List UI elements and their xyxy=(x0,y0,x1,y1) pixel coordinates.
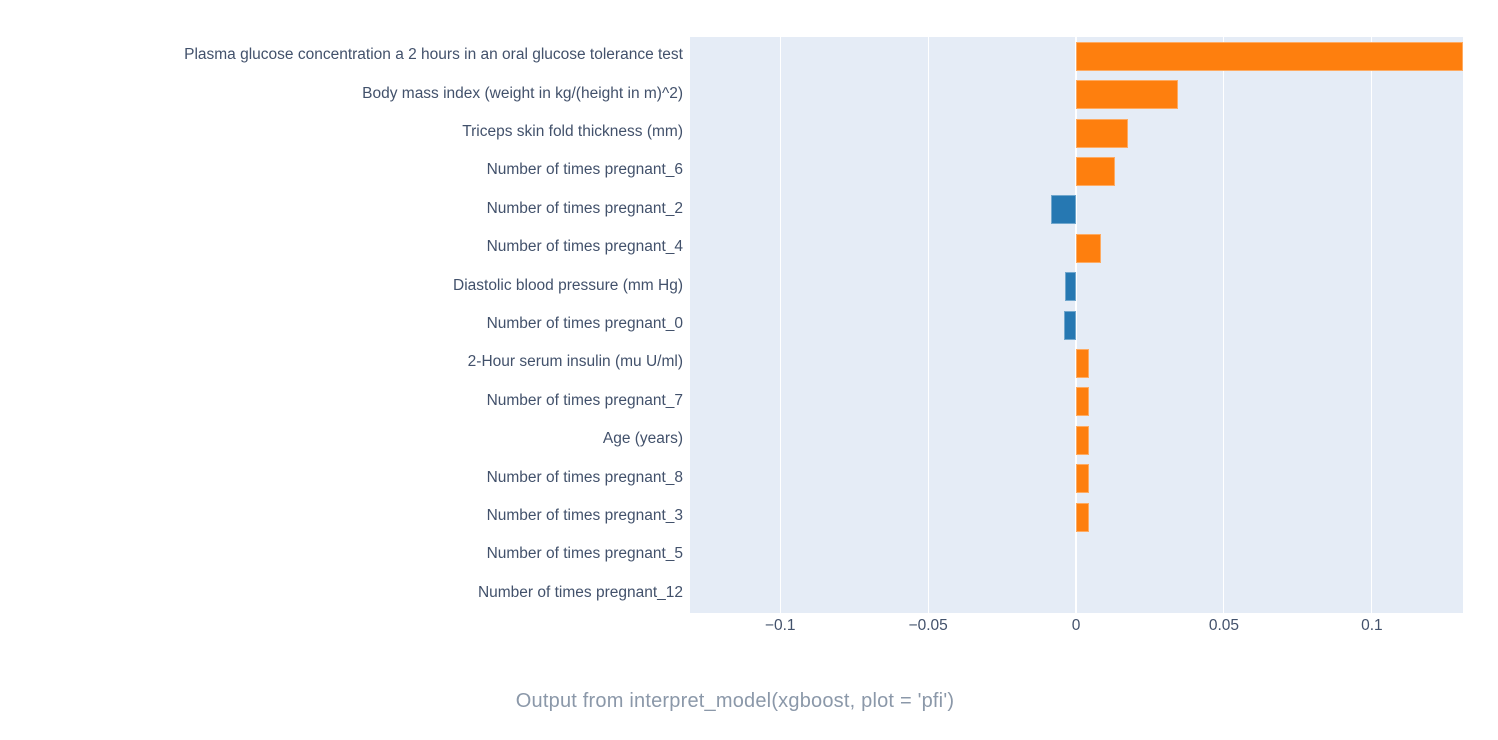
y-axis-label: Number of times pregnant_3 xyxy=(486,507,683,524)
bar-positive xyxy=(1076,387,1090,417)
x-axis-tick-label: −0.1 xyxy=(764,617,796,634)
gridline xyxy=(1371,37,1373,613)
x-axis-tick-label: −0.05 xyxy=(908,617,948,634)
y-axis-label: Number of times pregnant_8 xyxy=(486,468,683,486)
x-axis-tick-label: 0.05 xyxy=(1208,617,1240,634)
bar-positive xyxy=(1076,41,1463,71)
x-axis-tick-label: 0.1 xyxy=(1361,617,1383,634)
zero-line xyxy=(1075,37,1078,613)
bar-positive xyxy=(1076,233,1102,263)
plot-area xyxy=(690,37,1463,613)
y-axis-label: Triceps skin fold thickness (mm) xyxy=(462,123,683,140)
bar-negative xyxy=(1063,310,1077,340)
y-axis-label: Number of times pregnant_4 xyxy=(486,238,683,256)
gridline xyxy=(1223,37,1225,613)
bar-positive xyxy=(1076,464,1090,494)
y-axis-label: Plasma glucose concentration a 2 hours i… xyxy=(184,46,683,64)
chart-caption: Output from interpret_model(xgboost, plo… xyxy=(515,690,955,712)
gridline xyxy=(927,37,929,613)
bar-positive xyxy=(1076,156,1116,186)
y-axis-label: Age (years) xyxy=(602,430,683,448)
y-axis-label: Diastolic blood pressure (mm Hg) xyxy=(453,276,683,294)
y-axis-label: Number of times pregnant_0 xyxy=(486,315,683,332)
x-axis-tick-labels: −0.1 −0.05 0 0.05 0.1 xyxy=(0,617,1498,643)
bar-positive xyxy=(1076,425,1090,455)
bar-positive xyxy=(1076,348,1090,378)
y-axis-label: Number of times pregnant_2 xyxy=(486,199,683,217)
y-axis-labels: Plasma glucose concentration a 2 hours i… xyxy=(0,37,683,613)
y-axis-label: Body mass index (weight in kg/(height in… xyxy=(362,84,683,102)
y-axis-label: Number of times pregnant_5 xyxy=(486,545,683,563)
bar-positive xyxy=(1076,502,1090,532)
y-axis-label: 2-Hour serum insulin (mu U/ml) xyxy=(467,353,683,371)
x-axis-tick-label: 0 xyxy=(1071,617,1081,634)
y-axis-label: Number of times pregnant_7 xyxy=(486,391,683,409)
gridline xyxy=(779,37,781,613)
y-axis-label: Number of times pregnant_6 xyxy=(486,161,683,179)
bar-negative xyxy=(1050,195,1077,225)
bar-positive xyxy=(1076,80,1179,110)
y-axis-label: Number of times pregnant_12 xyxy=(477,583,683,601)
bar-positive xyxy=(1076,118,1129,148)
bar-negative xyxy=(1064,272,1077,302)
